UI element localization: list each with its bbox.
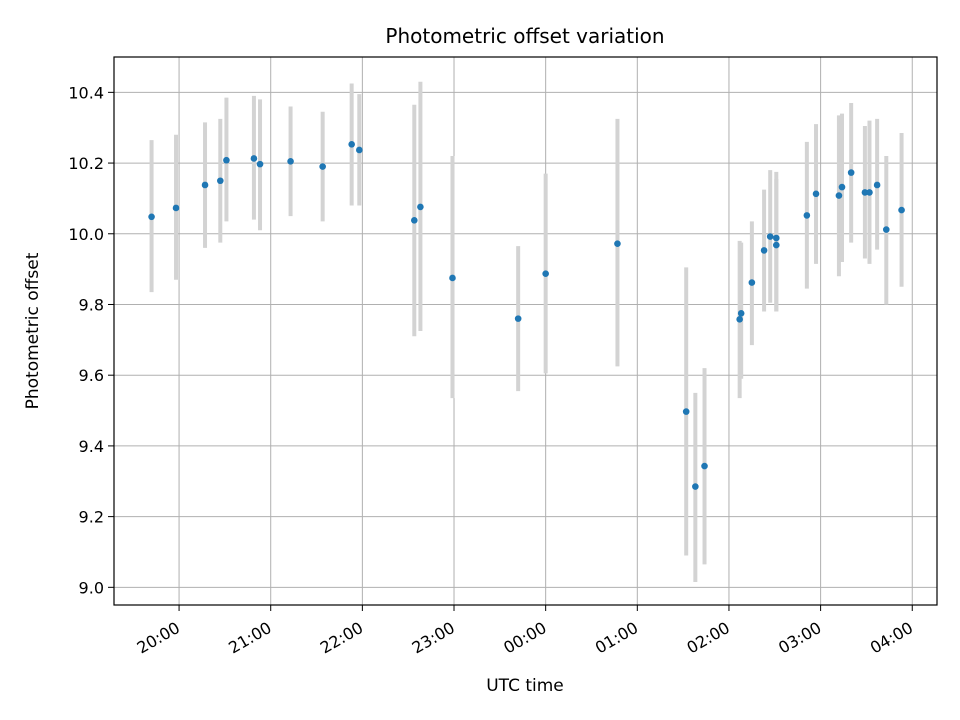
chart-title: Photometric offset variation xyxy=(385,24,664,48)
y-tick-label: 10.0 xyxy=(68,225,104,244)
y-axis-ticks: 9.0 9.2 9.4 9.6 9.8 10.0 10.2 10.4 xyxy=(68,83,114,597)
data-point xyxy=(873,181,881,189)
data-point xyxy=(847,169,855,176)
data-point xyxy=(250,155,258,162)
data-point xyxy=(748,279,756,286)
data-point xyxy=(838,183,846,191)
data-point xyxy=(514,315,522,322)
y-tick-label: 9.6 xyxy=(79,366,104,385)
data-point xyxy=(898,206,905,214)
data-point xyxy=(256,160,264,168)
data-point xyxy=(803,212,811,219)
data-point xyxy=(737,310,745,317)
data-point xyxy=(449,274,456,282)
y-tick-label: 9.0 xyxy=(79,578,104,597)
data-point xyxy=(348,141,355,148)
data-point xyxy=(217,177,224,185)
data-point xyxy=(766,233,774,240)
y-tick-label: 10.4 xyxy=(68,83,104,102)
data-point xyxy=(773,234,780,242)
y-tick-label: 9.4 xyxy=(79,437,104,456)
x-axis-label: UTC time xyxy=(486,676,564,696)
data-point xyxy=(773,241,780,249)
data-point xyxy=(172,204,180,212)
data-point xyxy=(148,213,155,221)
data-point xyxy=(682,408,690,415)
data-point xyxy=(812,190,820,198)
data-point xyxy=(319,163,326,170)
data-points xyxy=(148,141,905,490)
data-point xyxy=(736,316,743,323)
data-point xyxy=(835,192,843,199)
data-point xyxy=(542,270,549,278)
data-point xyxy=(692,483,699,490)
data-point xyxy=(223,156,230,164)
y-axis-label: Photometric offset xyxy=(23,252,43,409)
data-point xyxy=(760,247,768,254)
data-point xyxy=(882,226,890,233)
data-point xyxy=(861,189,869,196)
y-tick-label: 9.8 xyxy=(79,295,104,314)
data-point xyxy=(417,203,424,211)
plot-frame xyxy=(113,56,938,606)
data-point xyxy=(701,462,708,470)
data-point xyxy=(614,240,621,247)
data-point xyxy=(356,146,363,154)
data-point xyxy=(287,157,294,165)
y-tick-label: 9.2 xyxy=(79,508,104,527)
data-point xyxy=(866,189,873,196)
data-point xyxy=(201,181,209,189)
grid-lines xyxy=(114,57,937,605)
y-tick-label: 10.2 xyxy=(68,154,104,173)
data-point xyxy=(411,217,418,224)
